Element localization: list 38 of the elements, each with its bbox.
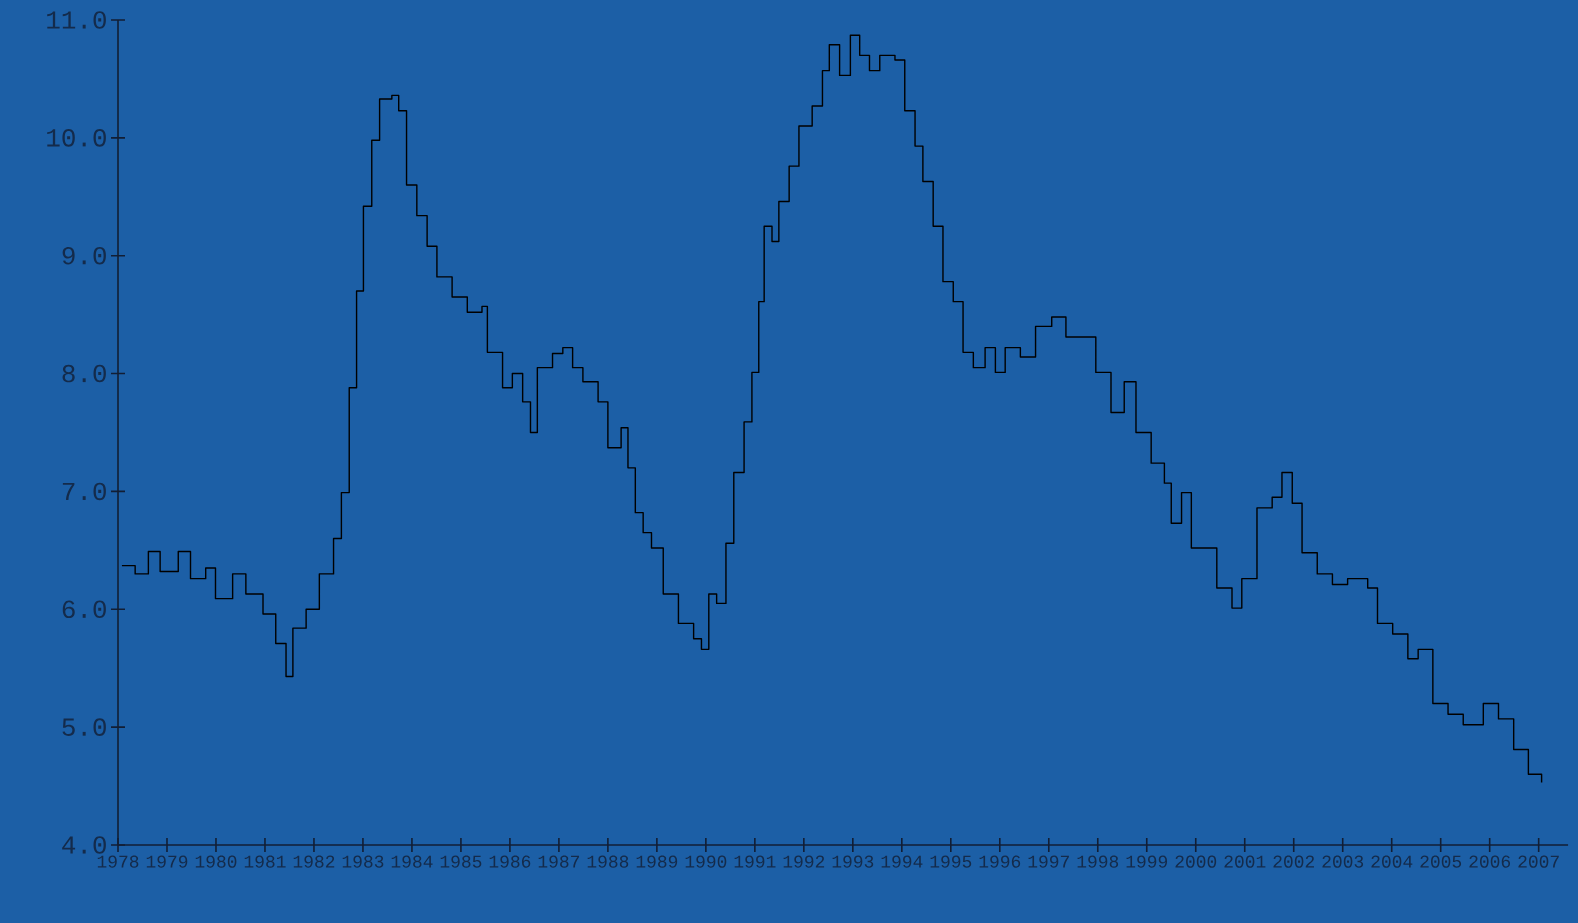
x-tick-label: 2000 [1175,855,1217,868]
x-tick-label: 1985 [440,855,482,868]
x-tick-label: 1984 [391,855,433,868]
x-tick-label: 2006 [1469,855,1511,868]
x-tick-label: 1982 [293,855,335,868]
x-tick-label: 2001 [1224,855,1266,868]
x-tick-label: 2007 [1518,855,1559,868]
x-tick-label: 1986 [489,855,531,868]
x-tick-label: 1994 [881,855,923,868]
x-tick-label: 1978 [97,855,139,868]
x-tick-label: 2004 [1371,855,1413,868]
x-tick-label: 2005 [1420,855,1462,868]
x-tick-label: 1995 [930,855,972,868]
x-tick-label: 1992 [783,855,825,868]
x-tick-label: 2003 [1322,855,1364,868]
x-tick-label: 1987 [538,855,580,868]
y-tick-label: 5.0 [62,718,106,736]
x-tick-label: 1997 [1028,855,1069,868]
y-tick-label: 8.0 [62,364,106,383]
x-tick-label: 1990 [685,855,727,868]
x-tick-label: 1979 [146,855,188,868]
y-tick-label: 10.0 [47,129,106,147]
y-tick-label: 4.0 [62,836,106,854]
y-tick-label: 7.0 [62,482,106,501]
x-tick-label: 1999 [1126,855,1168,868]
x-tick-label: 1989 [636,855,678,868]
x-tick-label: 1998 [1077,855,1119,868]
x-tick-label: 1993 [832,855,874,868]
x-tick-label: 1983 [342,855,384,868]
y-tick-label: 6.0 [62,600,106,619]
x-tick-label: 1980 [195,855,237,868]
y-tick-label: 11.0 [47,11,106,29]
x-tick-label: 2002 [1273,855,1314,868]
x-tick-label: 1996 [979,855,1021,868]
x-tick-label: 1991 [734,855,776,868]
x-tick-label: 1981 [244,855,286,868]
y-tick-label: 9.0 [62,246,106,265]
x-tick-label: 1988 [587,855,629,868]
